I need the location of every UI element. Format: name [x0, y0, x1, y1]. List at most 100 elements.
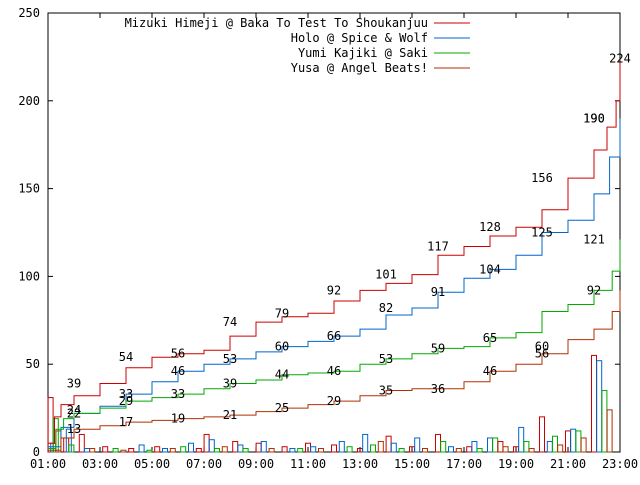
data-label: 44: [275, 368, 289, 382]
legend-label: Holo @ Spice & Wolf: [291, 31, 428, 45]
data-label: 46: [483, 364, 497, 378]
bar: [476, 447, 483, 453]
bar: [591, 354, 597, 453]
series-line: [48, 58, 621, 444]
legend: Mizuki Himeji @ Baka To Test To Shoukanj…: [125, 16, 470, 75]
bar: [539, 416, 545, 453]
data-label: 17: [119, 415, 133, 429]
x-tick-label: 13:00: [342, 457, 378, 471]
bar: [497, 440, 504, 453]
data-label: 156: [531, 171, 553, 185]
bar: [580, 437, 587, 453]
bar: [596, 360, 603, 453]
bar: [310, 446, 317, 453]
x-tick-label: 21:00: [550, 457, 586, 471]
bar: [169, 447, 176, 453]
data-label: 53: [223, 352, 237, 366]
bar: [208, 439, 215, 453]
bar: [398, 447, 405, 453]
data-label: 35: [379, 384, 393, 398]
data-label: 19: [171, 412, 185, 426]
bar: [601, 390, 608, 453]
bar: [528, 447, 535, 453]
bar: [487, 437, 493, 453]
bar: [138, 444, 145, 453]
data-label: 125: [531, 226, 553, 240]
x-tick-label: 03:00: [82, 457, 118, 471]
data-label: 104: [479, 262, 501, 276]
bar: [502, 446, 509, 453]
series-line: [48, 290, 621, 451]
data-label: 66: [327, 329, 341, 343]
bar: [377, 440, 384, 453]
bar: [128, 447, 135, 453]
data-label: 190: [583, 111, 605, 125]
data-label: 46: [327, 364, 341, 378]
y-tick-label: 250: [18, 6, 40, 20]
bar: [232, 440, 239, 453]
data-label: 92: [587, 283, 601, 297]
series-line: [48, 239, 621, 449]
bar: [331, 444, 337, 453]
bar: [440, 440, 447, 453]
data-label: 91: [431, 285, 445, 299]
data-label: 92: [327, 283, 341, 297]
bar: [84, 447, 90, 453]
bar: [255, 442, 262, 453]
bar: [575, 430, 582, 453]
bar: [338, 440, 345, 453]
bar: [518, 426, 525, 453]
y-tick-label: 200: [18, 94, 40, 108]
bar: [448, 446, 454, 453]
data-label: 79: [275, 306, 289, 320]
bar: [385, 435, 392, 453]
bar: [289, 447, 296, 453]
bar: [557, 444, 564, 453]
data-label: 60: [275, 340, 289, 354]
data-label: 101: [375, 268, 397, 282]
bars-layer: [47, 354, 613, 453]
bar: [471, 440, 478, 453]
axes: 0 50 100 150 200 250 01:00 03:00 05:00 07:00 09:00…: [18, 6, 638, 471]
x-tick-label: 11:00: [290, 457, 326, 471]
bar: [281, 446, 288, 453]
bar: [422, 447, 428, 453]
bar: [102, 446, 109, 453]
bar: [68, 444, 75, 453]
bar: [268, 447, 275, 453]
data-label: 53: [379, 352, 393, 366]
data-label: 56: [171, 347, 185, 361]
bar: [370, 444, 376, 453]
bar: [162, 447, 168, 453]
lines-layer: [48, 58, 621, 451]
x-tick-label: 17:00: [446, 457, 482, 471]
data-label: 36: [431, 382, 445, 396]
bar: [390, 442, 397, 453]
data-label: 117: [427, 240, 449, 254]
x-tick-label: 19:00: [498, 457, 534, 471]
bar: [435, 433, 441, 453]
data-label: 24: [67, 403, 81, 417]
data-labels-layer: 39 54 56 74 79 92 101 117 128 156 190 224 24 33 46 53 60…: [67, 52, 631, 437]
bar: [237, 444, 244, 453]
data-label: 54: [119, 350, 133, 364]
data-label: 60: [535, 340, 549, 354]
bar: [180, 446, 187, 453]
x-tick-label: 23:00: [602, 457, 638, 471]
bar: [260, 440, 267, 453]
bar: [297, 447, 304, 453]
bar: [154, 446, 161, 453]
bar: [570, 428, 577, 453]
bar: [78, 433, 85, 453]
legend-label: Yusa @ Angel Beats!: [291, 61, 428, 75]
data-label: 29: [327, 394, 341, 408]
bar: [466, 446, 473, 453]
data-label: 33: [119, 387, 133, 401]
legend-label: Mizuki Himeji @ Baka To Test To Shoukanj…: [125, 16, 428, 30]
bar: [552, 435, 558, 453]
data-label: 74: [223, 315, 237, 329]
y-tick-label: 100: [18, 269, 40, 283]
bar: [242, 447, 249, 453]
